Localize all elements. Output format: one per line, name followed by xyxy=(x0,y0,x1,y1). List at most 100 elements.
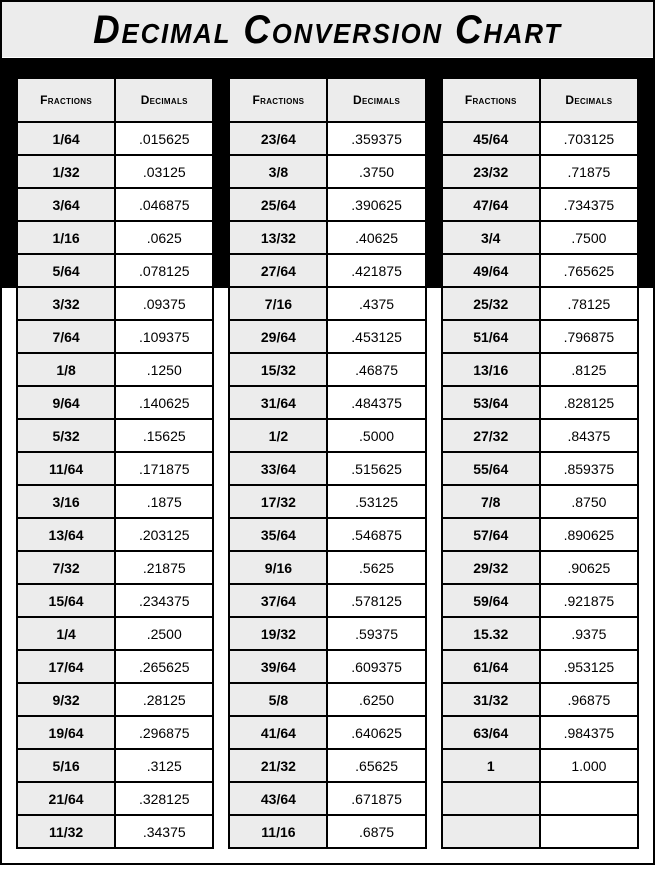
fraction-cell: 59/64 xyxy=(442,584,540,617)
table-row: 1/2.5000 xyxy=(229,419,425,452)
decimal-cell: .640625 xyxy=(327,716,425,749)
table-row: 63/64.984375 xyxy=(442,716,638,749)
fraction-cell: 61/64 xyxy=(442,650,540,683)
table-row: 3/4.7500 xyxy=(442,221,638,254)
fraction-cell: 13/32 xyxy=(229,221,327,254)
decimal-cell: .65625 xyxy=(327,749,425,782)
table-row: 21/32.65625 xyxy=(229,749,425,782)
fraction-cell: 31/32 xyxy=(442,683,540,716)
table-row: 19/32.59375 xyxy=(229,617,425,650)
decimal-cell: .78125 xyxy=(540,287,638,320)
decimal-cell: .03125 xyxy=(115,155,213,188)
table-row: 33/64.515625 xyxy=(229,452,425,485)
fraction-cell: 3/8 xyxy=(229,155,327,188)
table-row: 51/64.796875 xyxy=(442,320,638,353)
fraction-cell: 23/64 xyxy=(229,122,327,155)
fraction-cell: 31/64 xyxy=(229,386,327,419)
fraction-cell: 9/16 xyxy=(229,551,327,584)
fraction-cell: 11/64 xyxy=(17,452,115,485)
fraction-cell: 57/64 xyxy=(442,518,540,551)
table-row: 1/16.0625 xyxy=(17,221,213,254)
decimal-cell: .921875 xyxy=(540,584,638,617)
table-row: 17/32.53125 xyxy=(229,485,425,518)
fraction-cell: 1/2 xyxy=(229,419,327,452)
fraction-cell: 7/16 xyxy=(229,287,327,320)
table-row: 3/32.09375 xyxy=(17,287,213,320)
decimal-cell: .53125 xyxy=(327,485,425,518)
fraction-cell: 1/64 xyxy=(17,122,115,155)
table-row: 9/16.5625 xyxy=(229,551,425,584)
decimal-cell: .828125 xyxy=(540,386,638,419)
decimal-cell: .96875 xyxy=(540,683,638,716)
fraction-cell: 3/32 xyxy=(17,287,115,320)
col-header-decimals: Decimals xyxy=(540,78,638,122)
fraction-cell: 17/32 xyxy=(229,485,327,518)
decimal-cell: .546875 xyxy=(327,518,425,551)
decimal-cell: .9375 xyxy=(540,617,638,650)
decimal-cell: .953125 xyxy=(540,650,638,683)
fraction-cell: 47/64 xyxy=(442,188,540,221)
table-row: 7/64.109375 xyxy=(17,320,213,353)
col-header-decimals: Decimals xyxy=(327,78,425,122)
table-row: 13/16.8125 xyxy=(442,353,638,386)
table-row: 17/64.265625 xyxy=(17,650,213,683)
decimal-cell xyxy=(540,815,638,848)
table-row: 7/16.4375 xyxy=(229,287,425,320)
fraction-cell: 1 xyxy=(442,749,540,782)
fraction-cell: 17/64 xyxy=(17,650,115,683)
table-row: 23/32.71875 xyxy=(442,155,638,188)
decimal-cell: .5000 xyxy=(327,419,425,452)
decimal-cell: .28125 xyxy=(115,683,213,716)
fraction-cell: 7/32 xyxy=(17,551,115,584)
fraction-cell: 29/64 xyxy=(229,320,327,353)
table-row: 11.000 xyxy=(442,749,638,782)
table-row: 3/16.1875 xyxy=(17,485,213,518)
table-row: 41/64.640625 xyxy=(229,716,425,749)
decimal-cell: .609375 xyxy=(327,650,425,683)
fraction-cell: 21/32 xyxy=(229,749,327,782)
decimal-cell: .203125 xyxy=(115,518,213,551)
decimal-cell: .09375 xyxy=(115,287,213,320)
conversion-table-3: Fractions Decimals 45/64.70312523/32.718… xyxy=(441,77,639,849)
tbody-1: 1/64.0156251/32.031253/64.0468751/16.062… xyxy=(17,122,213,848)
decimal-cell xyxy=(540,782,638,815)
table-row: 29/32.90625 xyxy=(442,551,638,584)
table-row: 7/32.21875 xyxy=(17,551,213,584)
table-row: 7/8.8750 xyxy=(442,485,638,518)
decimal-cell: .1250 xyxy=(115,353,213,386)
table-row: 11/16.6875 xyxy=(229,815,425,848)
decimal-cell: .046875 xyxy=(115,188,213,221)
decimal-cell: .359375 xyxy=(327,122,425,155)
decimal-cell: .984375 xyxy=(540,716,638,749)
conversion-table-1: Fractions Decimals 1/64.0156251/32.03125… xyxy=(16,77,214,849)
table-row: 53/64.828125 xyxy=(442,386,638,419)
table-row: 15/64.234375 xyxy=(17,584,213,617)
table-row: 21/64.328125 xyxy=(17,782,213,815)
decimal-cell: .734375 xyxy=(540,188,638,221)
page-container: Decimal Conversion Chart Fractions Decim… xyxy=(0,0,655,865)
page-title: Decimal Conversion Chart xyxy=(28,8,627,53)
tables-wrap: Fractions Decimals 1/64.0156251/32.03125… xyxy=(2,57,653,863)
fraction-cell: 3/64 xyxy=(17,188,115,221)
table-row xyxy=(442,782,638,815)
decimal-cell: .15625 xyxy=(115,419,213,452)
col-header-fractions: Fractions xyxy=(17,78,115,122)
table-row: 9/32.28125 xyxy=(17,683,213,716)
conversion-table-2: Fractions Decimals 23/64.3593753/8.3750 2… xyxy=(228,77,426,849)
decimal-cell: .859375 xyxy=(540,452,638,485)
fraction-cell: 45/64 xyxy=(442,122,540,155)
fraction-cell: 5/64 xyxy=(17,254,115,287)
table-row: 5/16.3125 xyxy=(17,749,213,782)
fraction-cell: 15/32 xyxy=(229,353,327,386)
fraction-cell: 5/16 xyxy=(17,749,115,782)
fraction-cell: 1/16 xyxy=(17,221,115,254)
table-row: 3/8.3750 xyxy=(229,155,425,188)
decimal-cell: .40625 xyxy=(327,221,425,254)
decimal-cell: .078125 xyxy=(115,254,213,287)
decimal-cell: .453125 xyxy=(327,320,425,353)
decimal-cell: .0625 xyxy=(115,221,213,254)
fraction-cell: 43/64 xyxy=(229,782,327,815)
fraction-cell: 37/64 xyxy=(229,584,327,617)
col-header-fractions: Fractions xyxy=(229,78,327,122)
fraction-cell: 3/4 xyxy=(442,221,540,254)
